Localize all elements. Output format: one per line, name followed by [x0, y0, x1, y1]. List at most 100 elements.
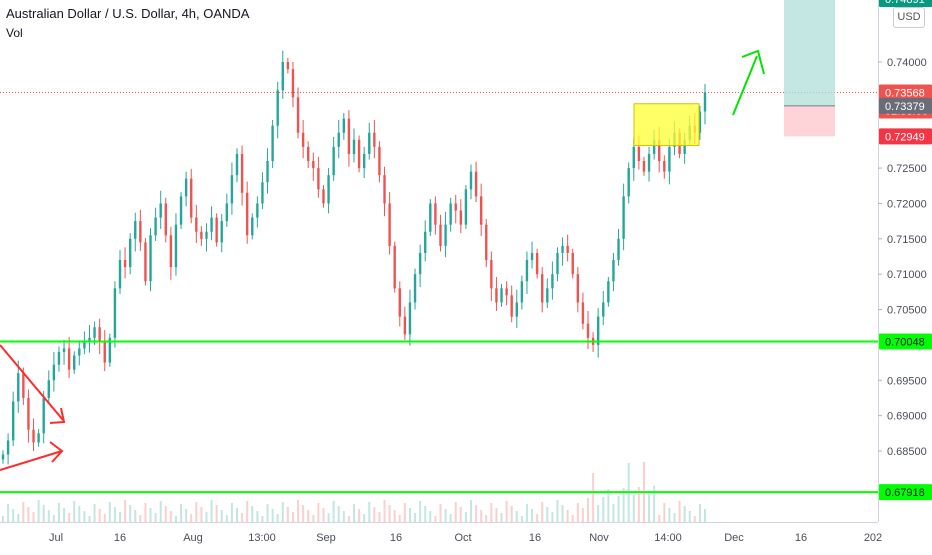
price-tick-label: 0.72000 — [887, 198, 927, 210]
candle-body — [612, 260, 615, 282]
price-tag-entry[interactable] — [879, 97, 932, 114]
price-tag-label: 0.70048 — [885, 337, 925, 349]
symbol-title[interactable]: Australian Dollar / U.S. Dollar, 4h, OAN… — [6, 6, 250, 21]
volume-bar — [520, 516, 523, 522]
volume-bar — [174, 516, 177, 522]
candle-body — [118, 260, 122, 289]
candle-body — [93, 327, 96, 338]
volume-bar — [358, 509, 361, 522]
volume-bar — [322, 508, 325, 522]
candle-body — [668, 146, 671, 172]
volume-bar — [622, 488, 625, 522]
volume-bar — [297, 500, 300, 522]
volume-bar — [93, 504, 96, 522]
target-zone[interactable] — [784, 0, 835, 106]
candle-body — [703, 92, 707, 112]
candle-body — [596, 316, 600, 345]
price-tick-label: 0.69000 — [887, 411, 927, 423]
candle-body — [581, 302, 585, 324]
price-tag-support[interactable] — [879, 333, 932, 350]
volume-bar — [388, 505, 391, 522]
candle-body — [541, 274, 544, 303]
candle-body — [210, 217, 213, 232]
volume-bar — [230, 503, 233, 522]
candle-body — [47, 380, 50, 398]
volume-bar — [373, 507, 376, 522]
candle-body — [200, 231, 203, 239]
volume-bar — [597, 505, 600, 522]
candle-body — [469, 171, 473, 190]
candle-body — [632, 146, 635, 169]
candle-body — [525, 260, 529, 282]
volume-bar — [648, 494, 651, 522]
candle-body — [403, 316, 407, 335]
candle-body — [479, 196, 483, 225]
pattern-arrow-upper[interactable] — [0, 344, 64, 421]
price-tag-last[interactable] — [879, 84, 932, 101]
volume-bar — [536, 514, 539, 522]
volume-bar — [429, 511, 432, 522]
candle-body — [622, 196, 625, 239]
consolidation-highlight-box[interactable] — [633, 103, 700, 146]
volume-bar — [653, 486, 656, 522]
volume-bar — [22, 502, 25, 522]
projection-arrow-head — [741, 49, 765, 75]
candle-body — [362, 153, 366, 169]
candle-body — [88, 337, 91, 342]
candle-body — [327, 175, 330, 204]
price-tag-stop[interactable] — [879, 128, 932, 145]
candle-body — [78, 348, 81, 356]
candle-body — [245, 192, 249, 236]
candle-body — [123, 260, 127, 268]
time-tick-label: 202 — [864, 532, 882, 544]
candle-body — [83, 341, 86, 349]
volume-bar — [271, 509, 274, 522]
candle-body — [103, 341, 106, 363]
volume-bar — [291, 512, 294, 522]
volume-bar — [42, 505, 45, 522]
price-tag-target[interactable] — [879, 0, 932, 8]
candle-body — [439, 224, 442, 246]
volume-bar — [236, 508, 238, 522]
candle-body — [474, 171, 478, 197]
pattern-arrow-lower-head — [49, 441, 64, 463]
volume-bar — [180, 504, 183, 522]
candle-body — [235, 153, 239, 176]
volume-bar — [57, 503, 60, 522]
candle-body — [652, 139, 656, 154]
volume-bar — [124, 500, 127, 522]
volume-bar — [363, 514, 366, 522]
candle-body — [576, 274, 580, 303]
volume-bar — [47, 510, 50, 522]
candle-body — [530, 252, 534, 261]
price-tick-label: 0.69500 — [887, 375, 927, 387]
volume-bar — [683, 506, 686, 522]
volume-bar — [266, 504, 269, 522]
price-tag-support[interactable] — [879, 484, 932, 501]
volume-bar — [678, 501, 681, 522]
candle-body — [240, 153, 244, 193]
candle-body — [184, 178, 188, 197]
volume-bar — [12, 509, 15, 522]
candle-body — [57, 351, 61, 365]
candle-body — [164, 203, 167, 236]
volume-bar — [693, 516, 696, 522]
candle-body — [281, 62, 284, 91]
pattern-arrow-lower[interactable] — [0, 450, 63, 471]
candle-body — [368, 132, 371, 154]
candle-body — [296, 97, 300, 133]
volume-bar — [185, 509, 188, 522]
volume-bar — [449, 514, 452, 522]
candle-body — [424, 231, 427, 253]
currency-button[interactable]: USD — [893, 7, 925, 28]
volume-bar — [480, 510, 483, 522]
candle-body — [383, 175, 386, 204]
price-tag-label: 0.67918 — [885, 487, 925, 499]
stop-zone[interactable] — [784, 105, 835, 137]
volume-bar — [571, 515, 574, 522]
candle-body — [230, 175, 234, 204]
projection-arrow-shaft[interactable] — [732, 55, 758, 116]
volume-bar — [337, 506, 340, 522]
